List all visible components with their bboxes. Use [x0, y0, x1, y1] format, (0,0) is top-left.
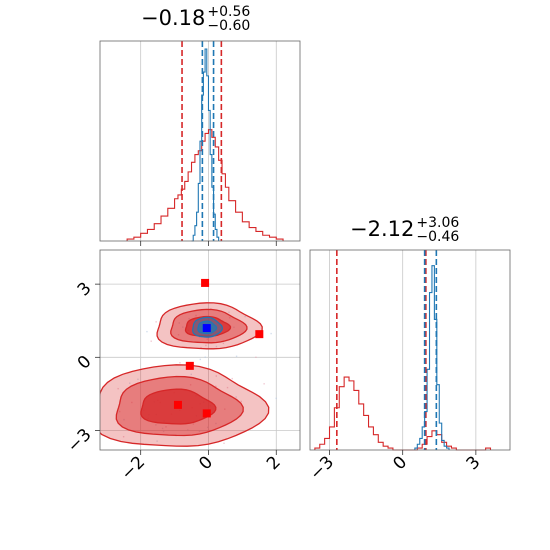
bl-sample-point-87 [228, 316, 231, 319]
bl-marker-red-0 [201, 278, 210, 287]
bl-sample-point-16 [156, 440, 158, 442]
bl-sample-point-1 [131, 401, 133, 404]
bl-sample-point-84 [146, 330, 148, 333]
bl-sample-point-14 [235, 355, 238, 358]
bl-sample-point-75 [206, 338, 208, 340]
bl-sample-point-48 [233, 326, 235, 328]
bl-x-label-2: 2 [263, 452, 285, 474]
bl-sample-point-70 [68, 422, 69, 423]
title-param-2: −2.12 +3.06 −0.46 [350, 214, 460, 246]
bl-sample-point-73 [226, 386, 229, 389]
bl-sample-point-26 [123, 418, 125, 421]
br-x-label-2: 3 [463, 452, 485, 474]
bl-sample-point-6 [270, 332, 272, 335]
bl-sample-point-0 [182, 326, 184, 328]
bl-sample-point-13 [189, 384, 192, 386]
bl-sample-point-5 [207, 429, 210, 432]
bl-plot-area [68, 278, 277, 457]
bl-sample-point-51 [200, 346, 202, 349]
bl-sample-point-50 [155, 424, 157, 426]
title-param-1-median: −0.18 [141, 6, 206, 30]
bl-x-label-0: −2 [117, 452, 149, 484]
bl-sample-point-43 [240, 400, 242, 403]
bl-sample-point-83 [215, 385, 217, 388]
bl-sample-point-31 [117, 387, 119, 390]
bl-sample-point-58 [137, 378, 139, 381]
bl-sample-point-76 [129, 382, 131, 384]
bl-marker-red-4 [202, 409, 211, 418]
bl-sample-point-81 [179, 362, 181, 364]
bl-sample-point-19 [122, 436, 125, 438]
br-x-label-1: 0 [389, 452, 411, 474]
bl-y-label-1: 0 [74, 352, 96, 374]
bl-sample-point-7 [192, 423, 195, 425]
bl-sample-point-4 [161, 427, 164, 430]
bl-sample-point-69 [195, 314, 197, 317]
bl-sample-point-46 [206, 426, 209, 429]
bl-sample-point-24 [188, 317, 190, 320]
bl-marker-red-3 [173, 400, 182, 409]
bl-sample-point-63 [222, 342, 225, 345]
bl-sample-point-44 [115, 453, 116, 454]
bl-marker-blue [202, 324, 211, 333]
bl-sample-point-54 [244, 315, 246, 318]
bl-sample-point-82 [190, 373, 192, 376]
bl-sample-point-18 [215, 345, 218, 348]
bl-sample-point-66 [228, 311, 230, 313]
bl-sample-point-59 [118, 410, 121, 413]
title-param-2-minus: −0.46 [416, 228, 460, 245]
bl-sample-point-68 [275, 397, 277, 400]
bl-sample-point-88 [188, 456, 189, 457]
bl-marker-red-1 [255, 330, 264, 339]
br-x-label-0: −3 [306, 452, 338, 484]
br-hist-reference [314, 376, 492, 451]
bl-y-label-2: 3 [74, 279, 96, 301]
bl-sample-point-71 [263, 383, 265, 385]
bl-sample-point-64 [198, 430, 201, 432]
bl-sample-point-33 [205, 344, 207, 347]
bl-x-label-1: 0 [195, 452, 217, 474]
bl-sample-point-10 [95, 449, 96, 450]
bl-sample-point-12 [204, 356, 206, 358]
bl-sample-point-62 [235, 396, 237, 398]
bl-y-label-0: −3 [64, 425, 96, 457]
title-param-1-minus: −0.60 [207, 17, 251, 34]
br-frame [309, 249, 511, 451]
bl-marker-red-2 [185, 361, 194, 370]
bl-frame [99, 249, 301, 451]
bl-sample-point-79 [224, 408, 226, 410]
title-param-1-plus: +0.56 [207, 3, 251, 20]
bl-sample-point-35 [215, 375, 217, 377]
bl-sample-point-65 [223, 442, 225, 444]
bl-sample-point-39 [177, 334, 180, 336]
bl-sample-point-47 [231, 377, 233, 380]
bl-sample-point-60 [178, 322, 180, 324]
title-param-2-median: −2.12 [350, 217, 415, 241]
bl-sample-point-89 [255, 356, 257, 358]
tl-hist-primary [191, 48, 220, 242]
bl-sample-point-30 [199, 358, 202, 361]
bl-sample-point-80 [162, 430, 165, 433]
tl-frame [99, 40, 301, 242]
br-hist-primary [414, 265, 450, 450]
bl-sample-point-67 [165, 426, 167, 428]
bl-sample-point-74 [187, 429, 189, 431]
bl-sample-point-52 [139, 417, 142, 420]
tl-hist-reference [126, 129, 284, 241]
title-param-2-plus: +3.06 [416, 214, 460, 231]
title-param-1: −0.18 +0.56 −0.60 [141, 3, 251, 35]
bl-sample-point-28 [215, 422, 217, 425]
bl-sample-point-27 [155, 321, 157, 323]
bl-sample-point-45 [150, 340, 152, 342]
